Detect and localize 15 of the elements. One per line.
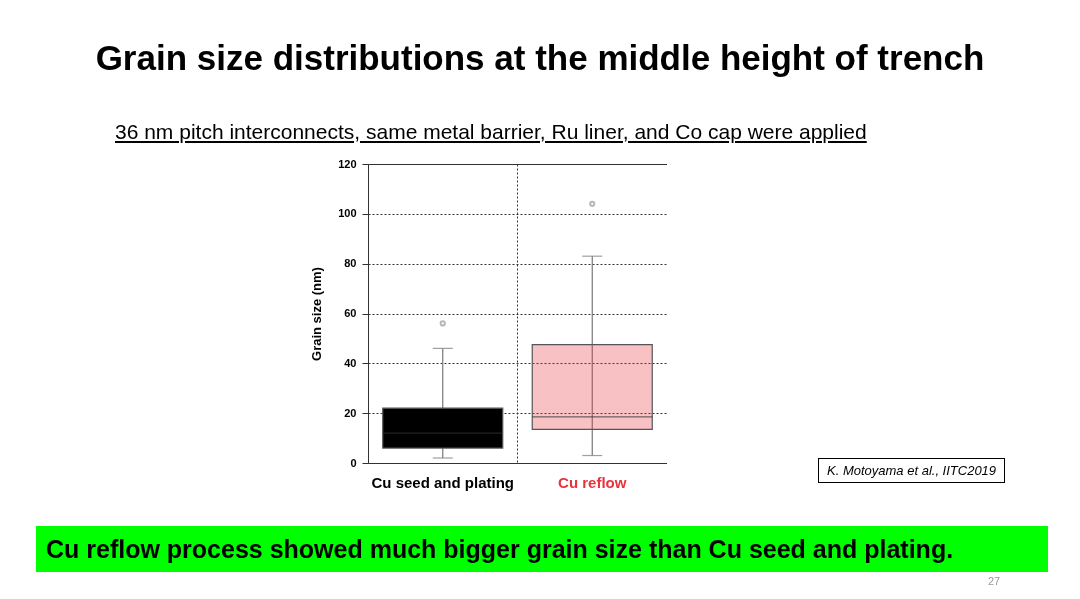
y-tick-label: 100 [338, 207, 357, 220]
y-tick-label: 0 [350, 456, 357, 469]
text: Cu reflow process showed much bigger grain size than Cu seed and plating. [36, 526, 1048, 572]
y-tick-label: 120 [338, 157, 357, 170]
y-tick-label: 80 [344, 257, 357, 270]
y-tick-label: 40 [344, 356, 357, 369]
chart-subtitle: 36 nm pitch interconnects, same metal barrier, Ru liner, and Co cap were applied [115, 120, 867, 144]
text: K. Motoyama et al., IITC2019 [818, 458, 1006, 483]
x-tick-label: Cu reflow [558, 473, 627, 491]
y-tick-label: 20 [344, 406, 357, 419]
text: 27 [988, 575, 1001, 587]
chart-title: Grain size distributions at the middle height of trench [94, 38, 986, 78]
y-tick-label: 60 [344, 307, 357, 319]
y-axis-title: Grain size (nm) [309, 267, 325, 361]
x-tick-label: Cu seed and plating [371, 473, 515, 491]
